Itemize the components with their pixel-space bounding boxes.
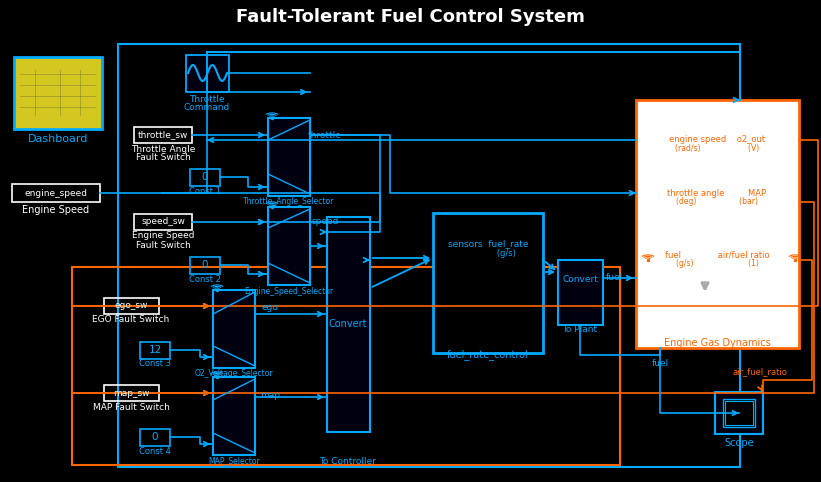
Text: Convert: Convert (562, 275, 598, 283)
Text: fuel_rate_control: fuel_rate_control (447, 349, 529, 361)
Text: 12: 12 (149, 345, 162, 355)
Text: map_sw: map_sw (112, 388, 149, 398)
Text: throttle: throttle (308, 131, 342, 139)
Text: Fault-Tolerant Fuel Control System: Fault-Tolerant Fuel Control System (236, 8, 585, 26)
Text: To Plant: To Plant (562, 325, 598, 335)
Text: Throttle_Angle_Selector: Throttle_Angle_Selector (243, 198, 335, 206)
Text: Dashboard: Dashboard (28, 134, 88, 144)
Text: Engine Speed: Engine Speed (22, 205, 89, 215)
Text: Engine Speed: Engine Speed (131, 231, 195, 241)
Text: To Controller: To Controller (319, 457, 377, 467)
Text: fuel: fuel (605, 273, 622, 282)
Text: MAP Fault Switch: MAP Fault Switch (93, 402, 169, 412)
Text: ego_sw: ego_sw (114, 302, 148, 310)
Text: (deg)                  (bar): (deg) (bar) (676, 198, 758, 206)
Text: Fault Switch: Fault Switch (135, 153, 190, 162)
Text: air_fuel_ratio: air_fuel_ratio (732, 367, 787, 376)
Text: 0: 0 (202, 172, 209, 182)
FancyBboxPatch shape (14, 57, 102, 129)
FancyBboxPatch shape (268, 118, 310, 196)
Text: throttle angle         MAP: throttle angle MAP (667, 188, 767, 198)
Text: ego: ego (262, 303, 278, 311)
FancyBboxPatch shape (433, 213, 543, 353)
FancyBboxPatch shape (558, 260, 603, 325)
Text: Command: Command (184, 104, 230, 112)
Text: Fault Switch: Fault Switch (135, 241, 190, 250)
Text: (g/s): (g/s) (460, 249, 516, 257)
FancyBboxPatch shape (327, 217, 370, 432)
Text: fuel: fuel (651, 359, 668, 367)
Text: map: map (260, 390, 280, 400)
FancyBboxPatch shape (186, 55, 229, 92)
Text: 0: 0 (202, 260, 209, 270)
Text: Scope: Scope (724, 438, 754, 448)
FancyBboxPatch shape (268, 207, 310, 285)
Text: fuel              air/fuel ratio: fuel air/fuel ratio (665, 251, 769, 259)
Text: speed: speed (311, 217, 339, 227)
Text: Const 1: Const 1 (189, 187, 221, 196)
Text: Const 2: Const 2 (189, 275, 221, 283)
Text: throttle_sw: throttle_sw (138, 131, 188, 139)
Text: Convert: Convert (328, 319, 367, 329)
Text: sensors  fuel_rate: sensors fuel_rate (447, 240, 528, 249)
Text: MAP_Selector: MAP_Selector (209, 456, 260, 466)
FancyBboxPatch shape (213, 377, 255, 455)
Text: Const 4: Const 4 (139, 446, 171, 455)
FancyBboxPatch shape (213, 290, 255, 368)
FancyBboxPatch shape (715, 392, 763, 434)
Text: speed_sw: speed_sw (141, 217, 185, 227)
Text: 0: 0 (152, 432, 158, 442)
Text: (g/s)                       (1): (g/s) (1) (676, 259, 759, 268)
Text: Engine Gas Dynamics: Engine Gas Dynamics (663, 338, 770, 348)
Text: (rad/s)                    (V): (rad/s) (V) (675, 145, 759, 153)
Text: Const 3: Const 3 (139, 360, 171, 369)
FancyBboxPatch shape (636, 100, 799, 348)
Text: engine_speed: engine_speed (25, 188, 88, 198)
Text: EGO Fault Switch: EGO Fault Switch (93, 316, 170, 324)
FancyBboxPatch shape (723, 399, 755, 427)
Text: Throttle: Throttle (189, 95, 225, 105)
Text: O2_Voltage_Selector: O2_Voltage_Selector (195, 370, 273, 378)
Text: engine speed    o2_out: engine speed o2_out (669, 135, 765, 145)
Text: Engine_Speed_Selector: Engine_Speed_Selector (245, 286, 333, 295)
Text: Throttle Angle: Throttle Angle (131, 145, 195, 153)
